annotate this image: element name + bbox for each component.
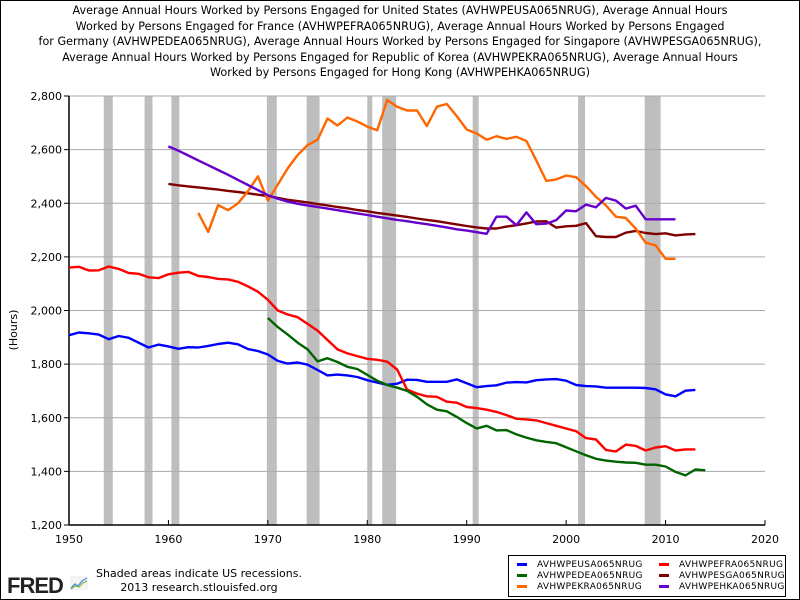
series-line-avhwpesga065nrug [168,182,696,239]
legend-swatch [517,585,527,588]
series-line-avhwpedea065nrug [267,317,706,477]
y-axis-label: (Hours) [7,310,20,351]
fred-chart-icon [70,576,88,590]
y-tick-label: 2,600 [31,144,63,157]
y-tick-label: 1,400 [31,465,63,478]
y-tick-label: 2,400 [31,197,63,210]
legend-item: AVHWPEDEA065NRUG [517,570,643,582]
legend-label: AVHWPEFRA065NRUG [679,560,784,570]
footer-note: Shaded areas indicate US recessions. 201… [96,567,302,595]
axes: 1,200 1,400 1,600 1,800 2,000 2,200 2,400 2,600… [31,90,780,546]
series-line-avhwpehka065nrug [167,145,676,236]
source-note[interactable]: 2013 research.stlouisfed.org [120,581,278,594]
legend-label: AVHWPEUSA065NRUG [537,560,643,570]
y-tick-label: 1,200 [31,519,63,532]
legend-item: AVHWPESGA065NRUG [659,570,785,582]
legend-label: AVHWPEKRA065NRUG [537,582,642,592]
chart-title: Average Annual Hours Worked by Persons E… [20,3,780,81]
x-tick-label: 2020 [751,533,779,546]
legend-swatch [659,574,669,577]
y-tick-label: 1,600 [31,412,63,425]
x-tick-label: 2000 [552,533,580,546]
legend-swatch [659,563,669,566]
legend-swatch [517,574,527,577]
x-tick-label: 1990 [453,533,481,546]
series-lines [68,98,706,477]
gridlines [69,95,765,472]
legend-label: AVHWPESGA065NRUG [679,571,785,581]
x-tick-label: 2010 [652,533,680,546]
y-tick-label: 2,200 [31,251,63,264]
legend-swatch [517,563,527,566]
title-line: Worked by Persons Engaged for France (AV… [75,19,725,33]
y-tick-label: 2,800 [31,90,63,103]
x-tick-label: 1970 [254,533,282,546]
title-line: Average Annual Hours Worked by Persons E… [62,50,738,64]
x-tick-label: 1950 [55,533,83,546]
legend-label: AVHWPEHKA065NRUG [679,582,785,592]
y-tick-label: 2,000 [31,305,63,318]
x-tick-label: 1980 [353,533,381,546]
legend-item: AVHWPEFRA065NRUG [659,559,783,571]
y-tick-label: 1,800 [31,358,63,371]
series-line-avhwpekra065nrug [197,98,676,260]
legend-item: AVHWPEKRA065NRUG [517,581,642,593]
title-line: for Germany (AVHWPEDEA065NRUG), Average … [38,35,762,48]
legend-label: AVHWPEDEA065NRUG [537,571,643,581]
series-line-avhwpefra065nrug [68,265,696,453]
title-line: Worked by Persons Engaged for Hong Kong … [210,66,590,79]
legend-item: AVHWPEUSA065NRUG [517,559,643,571]
legend: AVHWPEUSA065NRUG AVHWPEFRA065NRUG AVHWPE… [508,555,786,597]
recession-note: Shaded areas indicate US recessions. [96,567,302,580]
legend-swatch [659,585,669,588]
fred-logo[interactable]: FRED [7,573,64,598]
title-line: Average Annual Hours Worked by Persons E… [72,4,728,17]
x-tick-label: 1960 [154,533,182,546]
legend-item: AVHWPEHKA065NRUG [659,581,785,593]
